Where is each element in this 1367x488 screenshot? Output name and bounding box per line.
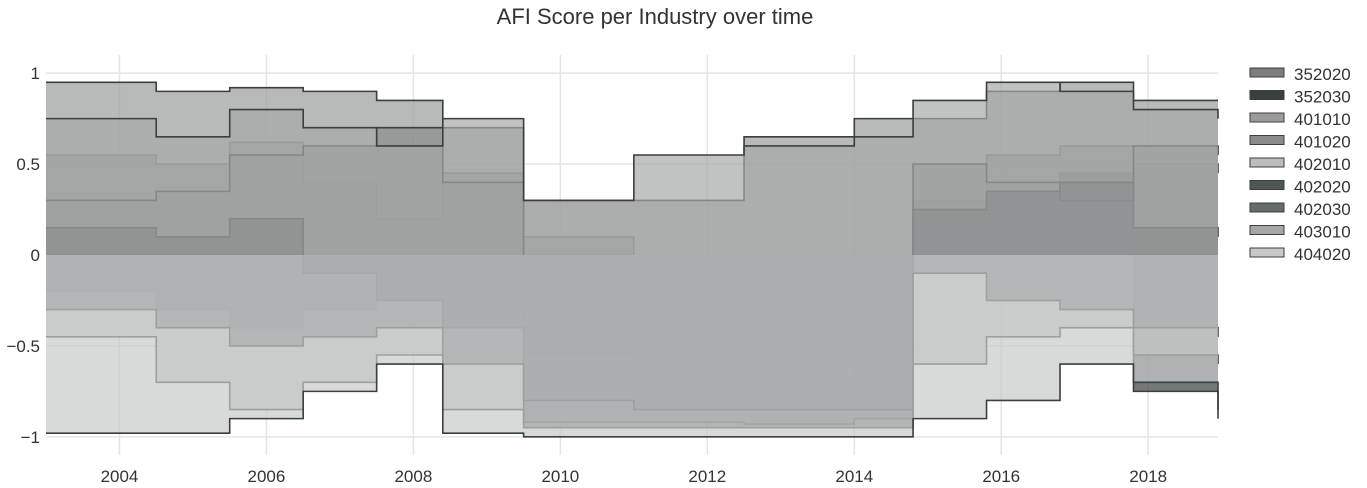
legend-swatch [1249, 180, 1285, 190]
legend-label: 404020 [1294, 245, 1351, 264]
legend-swatch [1249, 135, 1285, 145]
axis-ticks: 2004 2006 2008 2010 2012 2014 2016 2018 1 0.5 0 −0.… [6, 64, 1167, 486]
legend-swatch [1249, 225, 1285, 235]
x-tick-label: 2018 [1129, 467, 1167, 486]
x-tick-label: 2014 [835, 467, 873, 486]
legend-label: 402020 [1294, 178, 1351, 197]
y-tick-label: 0.5 [16, 155, 40, 174]
legend-swatch [1249, 202, 1285, 213]
legend-label: 402030 [1294, 200, 1351, 219]
x-tick-label: 2006 [248, 467, 286, 486]
series-area-403010 [46, 82, 1218, 255]
legend-label: 352020 [1294, 65, 1351, 84]
series-area-404020 [46, 255, 1218, 437]
x-tick-label: 2010 [541, 467, 579, 486]
series-areas [46, 81, 1219, 438]
x-tick-label: 2004 [101, 467, 139, 486]
series-line-404020 [46, 363, 1219, 438]
series-line-403010 [46, 81, 1219, 202]
legend-label: 401010 [1294, 110, 1351, 129]
legend-swatch [1249, 247, 1285, 258]
x-tick-label: 2016 [982, 467, 1020, 486]
x-tick-label: 2008 [394, 467, 432, 486]
y-tick-label: −0.5 [6, 337, 40, 356]
legend-label: 352030 [1294, 88, 1351, 107]
legend: 352020 352030 401010 401020 402010 402020 4020… [1249, 65, 1351, 264]
y-tick-label: 0 [31, 246, 40, 265]
legend-swatch [1249, 112, 1285, 123]
legend-label: 403010 [1294, 223, 1351, 242]
legend-label: 401020 [1294, 133, 1351, 152]
y-tick-label: 1 [31, 64, 40, 83]
legend-swatch [1249, 67, 1285, 78]
y-tick-label: −1 [21, 428, 40, 447]
legend-swatch [1249, 157, 1285, 168]
x-tick-label: 2012 [688, 467, 726, 486]
chart-title: AFI Score per Industry over time [496, 4, 814, 29]
legend-swatch [1249, 90, 1285, 100]
legend-label: 402010 [1294, 155, 1351, 174]
